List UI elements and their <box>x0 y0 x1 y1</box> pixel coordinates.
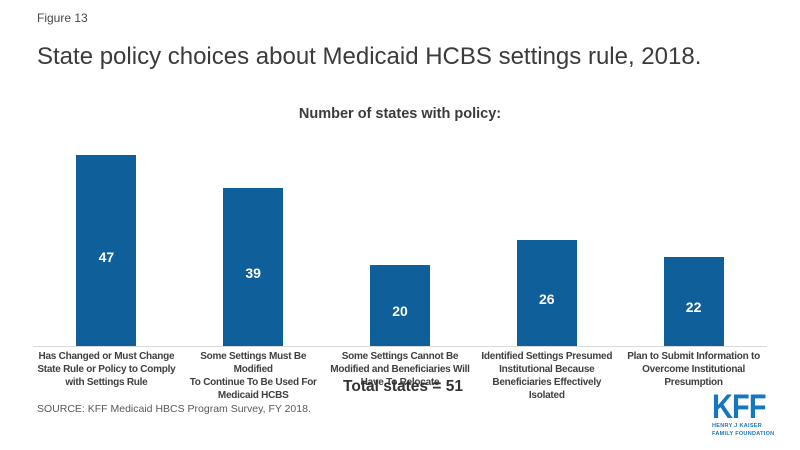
bar-value-label: 47 <box>98 248 115 265</box>
category-label: Some Settings Cannot Be Modified and Ben… <box>330 351 470 388</box>
bar-group-1: 47 <box>33 143 180 346</box>
bar-group-3: 20 <box>327 143 474 346</box>
chart-subtitle: Number of states with policy: <box>298 106 502 122</box>
category-label: Identified Settings Presumed Institution… <box>481 351 613 401</box>
chart-title: State policy choices about Medicaid HCBS… <box>37 43 702 70</box>
bar-group-4: 26 <box>473 143 620 346</box>
bar: 47 <box>76 155 137 346</box>
bar-value-label: 22 <box>685 299 702 316</box>
category-label: Has Changed or Must Change State Rule or… <box>37 351 176 388</box>
figure-number: Figure 13 <box>37 11 88 25</box>
source-note: SOURCE: KFF Medicaid HBCS Program Survey… <box>37 403 311 415</box>
category-label: Some Settings Must Be Modified To Contin… <box>189 351 317 401</box>
total-states-annotation: Total states = 51 <box>343 378 463 395</box>
bar: 26 <box>516 240 577 346</box>
bar-value-label: 39 <box>245 264 261 281</box>
bar: 39 <box>223 187 284 346</box>
kff-logo: KFF HENRY J KAISER FAMILY FOUNDATION <box>712 388 792 437</box>
bar-value-label: 20 <box>392 303 408 320</box>
category-axis: Has Changed or Must Change State Rule or… <box>33 350 767 402</box>
kff-logo-line2: FAMILY FOUNDATION <box>712 430 775 437</box>
bar: 20 <box>369 264 430 346</box>
bar-group-2: 39 <box>180 143 327 346</box>
bar-group-5: 22 <box>620 143 767 346</box>
bar-value-label: 26 <box>538 291 555 308</box>
plot-area: 47 39 20 26 22 <box>33 143 767 347</box>
kff-logo-line1: HENRY J KAISER <box>712 423 763 429</box>
kff-logo-wordmark: KFF <box>712 388 766 426</box>
category-label: Plan to Submit Information to Overcome I… <box>627 351 760 388</box>
bar: 22 <box>663 256 724 346</box>
